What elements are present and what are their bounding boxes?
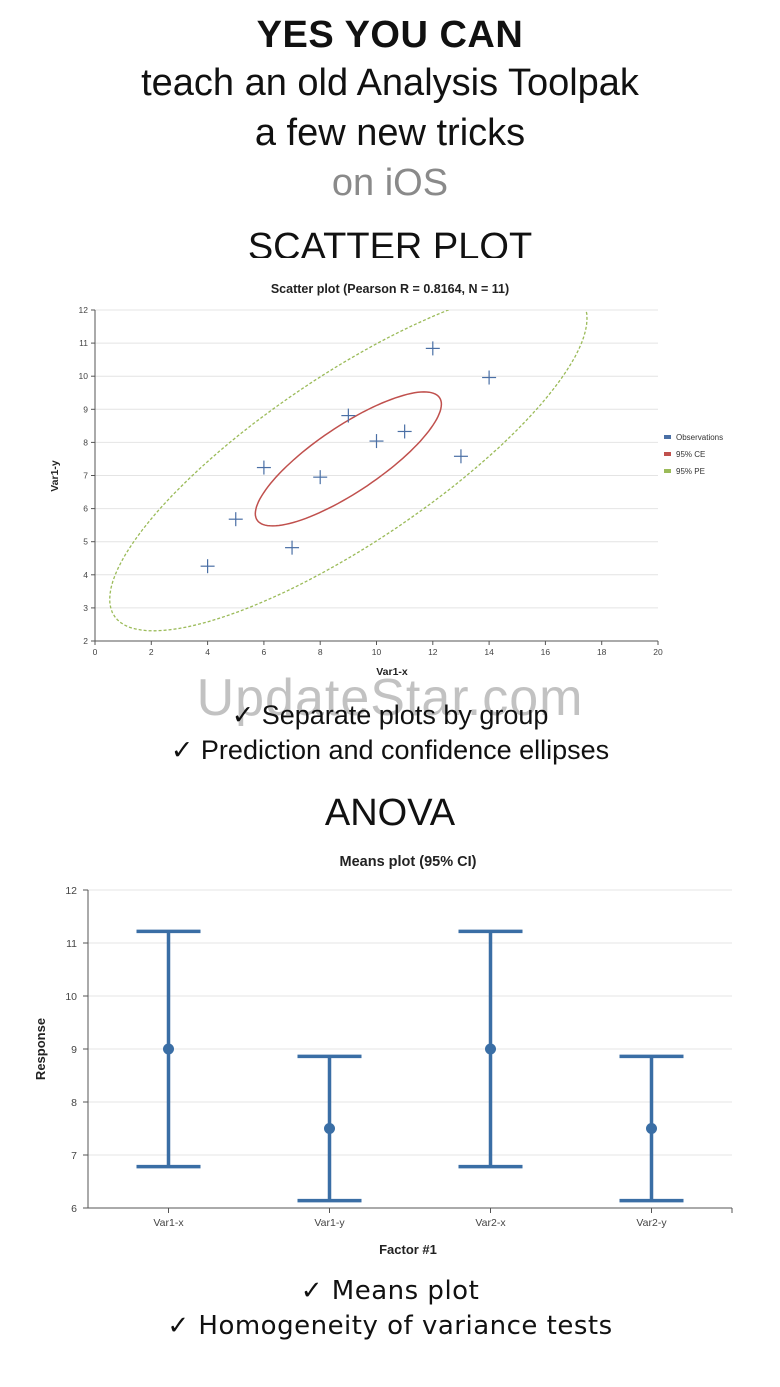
scatter-y-tick-label: 8 bbox=[83, 437, 88, 447]
means-plot: Means plot (95% CI) 6 7 8 9 10 11 12 Var1-x Var1… bbox=[33, 854, 733, 1257]
scatter-x-tick-label: 2 bbox=[149, 647, 154, 657]
subheadline-line-1: teach an old Analysis Toolpak bbox=[141, 62, 639, 104]
observation-point bbox=[228, 512, 243, 527]
feature-means-plot: ✓ Means plot bbox=[300, 1276, 480, 1306]
legend-swatch bbox=[664, 435, 671, 439]
observation-point bbox=[425, 341, 440, 356]
scatter-chart-title: Scatter plot (Pearson R = 0.8164, N = 11… bbox=[271, 282, 509, 296]
means-error-bar bbox=[458, 929, 523, 1169]
mean-point bbox=[646, 1123, 657, 1134]
scatter-x-tick-label: 0 bbox=[93, 647, 98, 657]
scatter-x-tick-label: 8 bbox=[318, 647, 323, 657]
means-y-tick-label: 8 bbox=[71, 1097, 77, 1109]
scatter-x-tick-label: 6 bbox=[262, 647, 267, 657]
observation-point bbox=[285, 540, 300, 555]
feature-homogeneity-tests: ✓ Homogeneity of variance tests bbox=[167, 1311, 613, 1341]
observation-point bbox=[453, 449, 468, 464]
scatter-plot: Scatter plot (Pearson R = 0.8164, N = 11… bbox=[49, 282, 723, 678]
legend-label: 95% PE bbox=[676, 467, 705, 476]
scatter-x-tick-label: 14 bbox=[484, 647, 494, 657]
means-y-axis-label: Response bbox=[33, 1018, 48, 1080]
subheadline-line-2: a few new tricks bbox=[254, 112, 526, 154]
legend-swatch bbox=[664, 469, 671, 473]
means-chart-title: Means plot (95% CI) bbox=[340, 854, 477, 870]
scatter-plot-panel: Scatter plot (Pearson R = 0.8164, N = 11… bbox=[40, 258, 742, 694]
means-y-tick-label: 7 bbox=[71, 1150, 77, 1162]
means-error-bar bbox=[619, 1054, 684, 1203]
means-x-axis-label: Factor #1 bbox=[379, 1242, 437, 1257]
scatter-y-tick-label: 11 bbox=[79, 338, 88, 348]
mean-point bbox=[485, 1043, 496, 1055]
scatter-y-tick-label: 4 bbox=[83, 570, 88, 580]
observation-point bbox=[482, 370, 497, 385]
means-error-bar bbox=[136, 929, 201, 1169]
anova-section-title: ANOVA bbox=[324, 792, 456, 834]
means-y-tick-label: 11 bbox=[66, 938, 77, 950]
means-x-tick-label: Var1-x bbox=[153, 1217, 184, 1229]
observation-point bbox=[256, 460, 271, 475]
legend-label: 95% CE bbox=[676, 450, 705, 459]
legend-label: Observations bbox=[676, 433, 723, 442]
scatter-x-tick-label: 18 bbox=[597, 647, 607, 657]
observation-point bbox=[200, 559, 215, 574]
headline: YES YOU CAN bbox=[256, 14, 524, 56]
confidence-ellipse-95 bbox=[254, 391, 443, 527]
means-x-tick-label: Var1-y bbox=[314, 1217, 345, 1229]
means-plot-panel: Means plot (95% CI) 6 7 8 9 10 11 12 Var1-x Var1… bbox=[20, 828, 760, 1272]
scatter-y-tick-label: 7 bbox=[83, 471, 88, 481]
feature-ellipses: ✓ Prediction and confidence ellipses bbox=[170, 735, 610, 765]
mean-point bbox=[163, 1043, 174, 1055]
scatter-y-tick-label: 6 bbox=[83, 504, 88, 514]
observation-point bbox=[341, 408, 356, 423]
means-y-tick-label: 12 bbox=[65, 885, 77, 897]
platform-label: on iOS bbox=[331, 162, 449, 204]
means-x-tick-label: Var2-y bbox=[636, 1217, 667, 1229]
observation-point bbox=[369, 434, 384, 449]
scatter-y-tick-label: 9 bbox=[83, 404, 88, 414]
scatter-y-axis-label: Var1-y bbox=[49, 460, 61, 492]
means-x-tick-label: Var2-x bbox=[475, 1217, 506, 1229]
scatter-x-axis-label: Var1-x bbox=[376, 666, 408, 678]
prediction-ellipse-95 bbox=[109, 310, 588, 632]
scatter-x-tick-label: 16 bbox=[541, 647, 551, 657]
scatter-x-tick-label: 10 bbox=[372, 647, 382, 657]
observation-point bbox=[313, 470, 328, 485]
scatter-y-tick-label: 12 bbox=[79, 305, 89, 315]
mean-point bbox=[324, 1123, 335, 1134]
scatter-y-tick-label: 3 bbox=[83, 603, 88, 613]
means-y-tick-label: 6 bbox=[71, 1203, 77, 1215]
scatter-x-tick-label: 4 bbox=[205, 647, 210, 657]
legend-swatch bbox=[664, 452, 671, 456]
means-y-tick-label: 10 bbox=[65, 991, 77, 1003]
scatter-x-tick-label: 12 bbox=[428, 647, 438, 657]
observation-point bbox=[397, 424, 412, 439]
means-error-bar bbox=[297, 1054, 362, 1203]
feature-separate-plots: ✓ Separate plots by group bbox=[231, 700, 549, 730]
scatter-y-tick-label: 10 bbox=[79, 371, 89, 381]
means-y-tick-label: 9 bbox=[71, 1044, 77, 1056]
scatter-y-tick-label: 5 bbox=[83, 537, 88, 547]
scatter-x-tick-label: 20 bbox=[653, 647, 663, 657]
scatter-y-tick-label: 2 bbox=[83, 636, 88, 646]
